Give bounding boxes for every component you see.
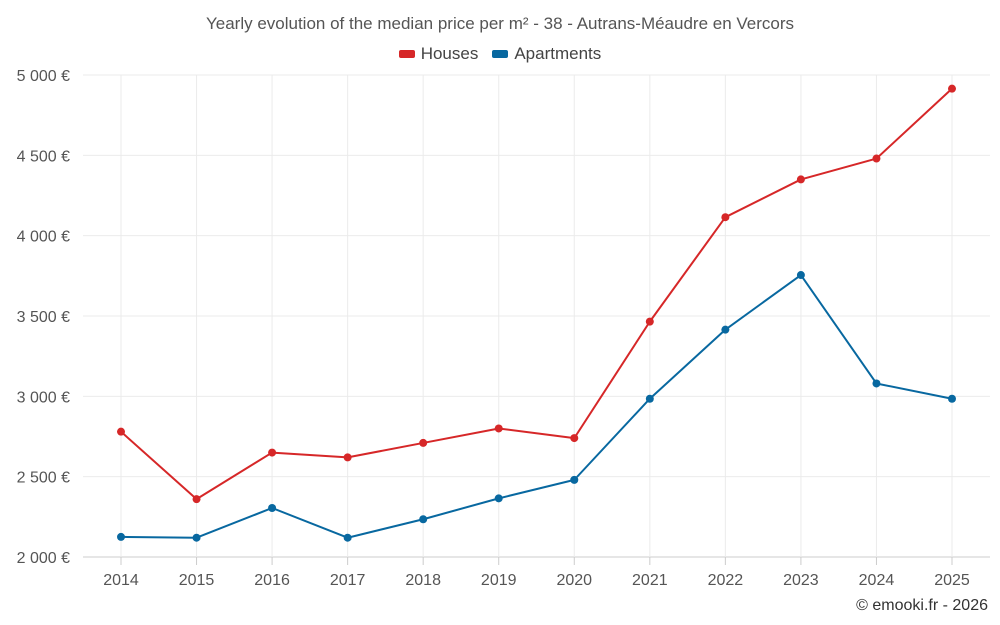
data-point-apartments-2025	[948, 394, 956, 403]
data-point-houses-2017	[343, 453, 352, 462]
data-point-apartments-2016	[268, 503, 277, 512]
y-tick-label: 4 500 €	[17, 148, 70, 165]
legend-item-apartments[interactable]: Apartments	[492, 44, 601, 64]
data-point-apartments-2023	[796, 271, 805, 280]
data-point-houses-2022	[721, 213, 730, 222]
x-tick-label: 2022	[708, 572, 744, 589]
y-tick-label: 3 500 €	[17, 309, 70, 326]
x-tick-label: 2016	[254, 572, 290, 589]
x-tick-label: 2019	[481, 572, 517, 589]
data-point-apartments-2020	[570, 475, 579, 484]
legend-item-houses[interactable]: Houses	[398, 44, 479, 64]
data-point-apartments-2024	[872, 379, 881, 388]
x-tick-label: 2021	[632, 572, 668, 589]
data-point-houses-2025	[948, 84, 956, 93]
x-tick-label: 2015	[179, 572, 215, 589]
x-tick-label: 2023	[783, 572, 819, 589]
data-point-apartments-2019	[494, 494, 503, 503]
y-tick-label: 4 000 €	[17, 229, 70, 246]
data-point-apartments-2014	[117, 532, 125, 541]
data-point-houses-2014	[117, 427, 125, 436]
y-tick-label: 2 500 €	[17, 470, 70, 487]
y-tick-label: 2 000 €	[17, 550, 70, 567]
data-point-houses-2020	[570, 434, 579, 443]
x-tick-label: 2017	[330, 572, 366, 589]
data-point-houses-2015	[192, 495, 201, 504]
chart-title: Yearly evolution of the median price per…	[205, 14, 795, 33]
data-point-apartments-2018	[419, 515, 428, 524]
y-tick-label: 3 000 €	[17, 389, 70, 406]
data-point-houses-2021	[645, 317, 654, 326]
legend-label-houses: Houses	[420, 44, 479, 63]
credit-text: © emooki.fr - 2026	[856, 597, 988, 614]
data-point-houses-2018	[419, 438, 428, 447]
x-tick-label: 2024	[859, 572, 895, 589]
data-point-houses-2024	[872, 154, 881, 163]
series-line-apartments	[120, 274, 953, 539]
data-point-apartments-2021	[645, 394, 654, 403]
data-point-apartments-2015	[192, 533, 201, 542]
x-tick-label: 2018	[405, 572, 441, 589]
legend-swatch-houses	[398, 50, 415, 58]
data-point-houses-2023	[796, 175, 805, 184]
y-tick-label: 5 000 €	[17, 68, 70, 85]
x-tick-label: 2020	[556, 572, 592, 589]
legend-swatch-apartments	[492, 50, 509, 58]
x-tick-label: 2014	[103, 572, 139, 589]
series-line-houses	[120, 87, 953, 501]
legend: Houses Apartments	[0, 44, 1000, 64]
data-point-apartments-2022	[721, 325, 730, 334]
data-point-houses-2019	[494, 424, 503, 433]
data-point-apartments-2017	[343, 533, 352, 542]
legend-label-apartments: Apartments	[514, 44, 602, 63]
x-tick-label: 2025	[934, 572, 970, 589]
data-point-houses-2016	[268, 448, 277, 457]
